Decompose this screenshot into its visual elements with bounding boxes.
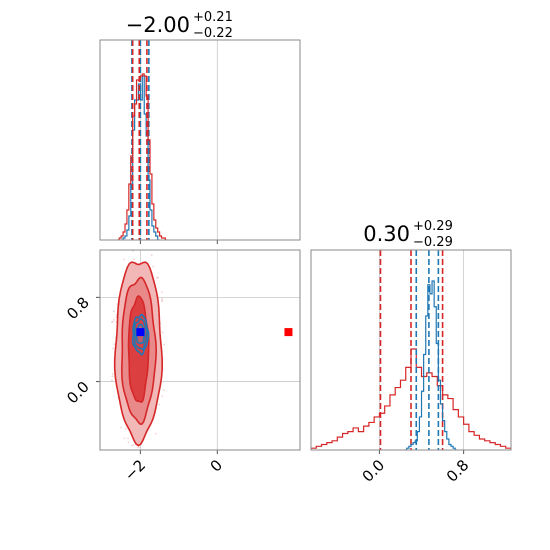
sample-point: [113, 318, 115, 321]
sample-point: [123, 437, 126, 440]
title-p0-plus: +0.21: [193, 10, 233, 25]
sample-point: [150, 254, 153, 256]
hist-p1-blue: [404, 280, 458, 450]
hist-p0-red: [117, 73, 168, 240]
tick-label-p1-x-0: 0.0: [359, 456, 389, 486]
contour-blue-1: [133, 317, 148, 350]
sample-point: [112, 347, 115, 350]
sample-point: [154, 432, 157, 435]
tick-label-2d-x-1: 0: [207, 456, 226, 475]
sample-point: [111, 379, 113, 382]
sample-point: [139, 244, 141, 246]
tick-label-2d-x-0: −2: [121, 456, 149, 484]
sample-point: [141, 247, 143, 249]
sample-point: [111, 321, 113, 324]
sample-point: [161, 395, 164, 398]
sample-point: [138, 446, 141, 449]
sample-point: [135, 242, 137, 244]
sample-point: [152, 265, 155, 268]
sample-point: [125, 428, 127, 430]
sample-point: [163, 389, 165, 392]
frame-2d: [99, 249, 301, 451]
sample-point: [161, 331, 164, 334]
sample-point: [157, 276, 159, 279]
histogram-panel-p1: [310, 249, 512, 454]
title-p1: 0.30 +0.29 −0.29: [363, 219, 453, 250]
sample-point: [111, 375, 114, 378]
truth-marker-red: [284, 328, 293, 337]
title-p1-plus: +0.29: [413, 219, 453, 234]
sample-point: [111, 372, 114, 375]
sample-point: [161, 298, 164, 300]
title-p1-value: 0.30: [363, 222, 410, 246]
tick-label-2d-y-1: 0.8: [63, 293, 93, 323]
sample-point: [127, 437, 129, 440]
sample-point: [160, 291, 163, 294]
tick-label-2d-y-0: 0.0: [63, 378, 93, 408]
sample-point: [132, 444, 135, 447]
contour-red-2: [127, 294, 150, 403]
tick-label-p1-x-1: 0.8: [443, 456, 473, 486]
sample-point: [163, 343, 166, 346]
truth-marker-blue: [136, 328, 145, 337]
sample-point: [144, 452, 146, 454]
sample-point: [161, 300, 164, 303]
frame-p0: [99, 39, 301, 241]
title-p1-minus: −0.29: [413, 235, 453, 250]
title-p0: −2.00 +0.21 −0.22: [126, 10, 233, 41]
scatter-panel-2d: [96, 242, 301, 454]
sample-point: [113, 343, 116, 346]
sample-point: [123, 258, 126, 261]
sample-point: [127, 441, 130, 444]
frame-p1: [310, 249, 512, 451]
histogram-panel-p0: [99, 39, 301, 244]
contour-blue-0: [131, 313, 150, 356]
sample-point: [133, 258, 136, 261]
sample-point: [113, 310, 115, 313]
sample-point: [137, 446, 139, 449]
sample-point: [158, 403, 161, 406]
sample-point: [130, 444, 133, 447]
title-p0-value: −2.00: [126, 13, 190, 37]
sample-point: [120, 426, 122, 429]
title-p0-minus: −0.22: [193, 26, 233, 41]
